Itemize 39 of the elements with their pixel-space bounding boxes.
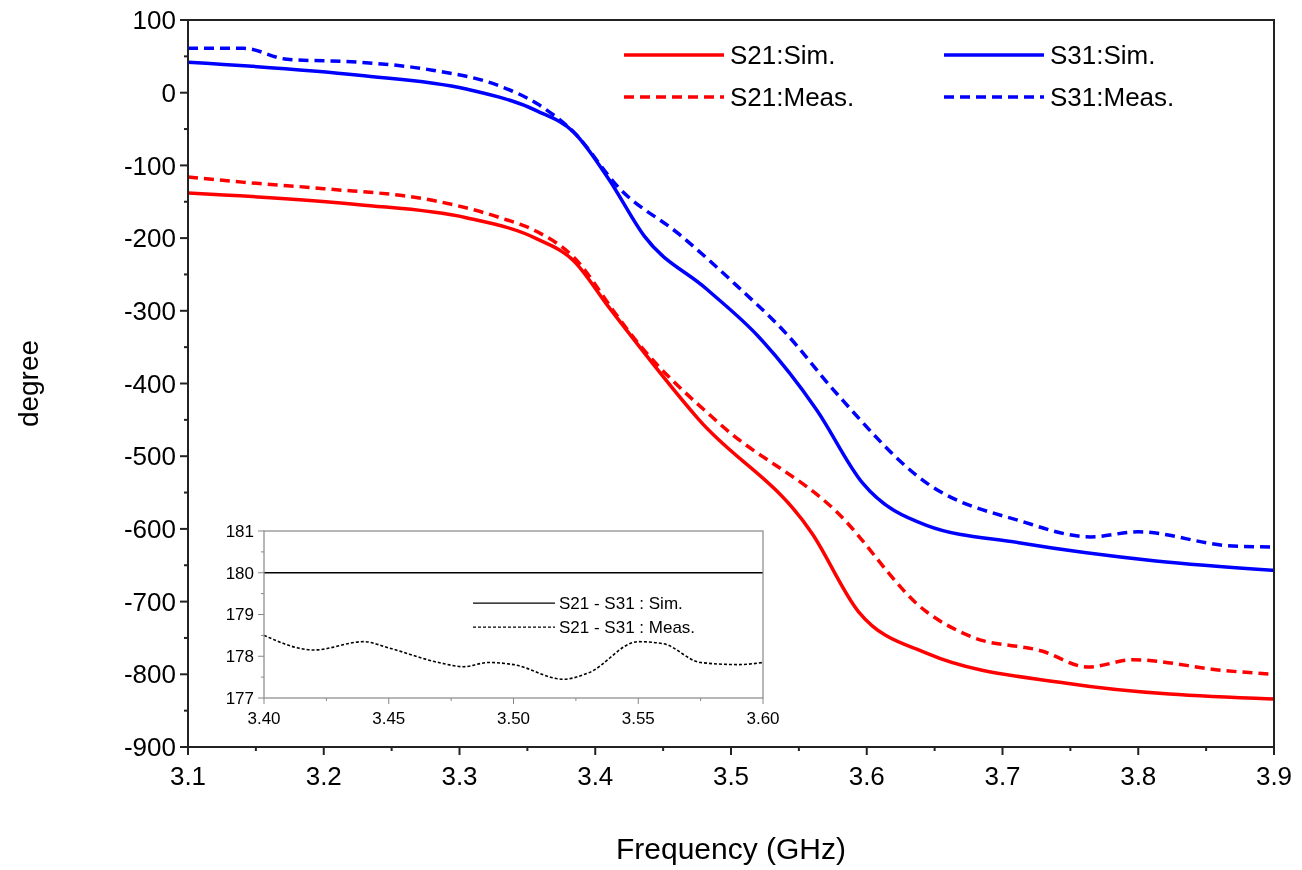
- line-series: [264, 634, 763, 681]
- x-tick-label: 3.50: [496, 709, 531, 728]
- y-tick-label: -100: [123, 150, 176, 181]
- x-tick-label: 3.4: [577, 761, 614, 791]
- y-tick-label: 0: [161, 77, 176, 108]
- y-tick-label: 177: [225, 688, 254, 708]
- y-tick-label: 100: [132, 5, 176, 36]
- x-tick-label: 3.8: [1120, 761, 1157, 791]
- x-tick-label: 3.7: [984, 761, 1021, 791]
- legend-label: S21:Meas.: [730, 82, 855, 112]
- y-tick-label: -700: [123, 586, 176, 617]
- legend-label: S21:Sim.: [730, 40, 836, 70]
- y-tick-label: -200: [123, 223, 176, 254]
- y-tick-label: -300: [123, 295, 176, 326]
- x-tick-label: 3.45: [372, 709, 406, 728]
- y-tick-label: -500: [123, 441, 176, 472]
- x-tick-label: 3.6: [848, 761, 885, 791]
- x-tick-label: 3.55: [621, 709, 655, 728]
- y-axis-title: degree: [13, 339, 44, 428]
- legend-label: S31:Meas.: [1050, 82, 1175, 112]
- x-tick-label: 3.9: [1255, 761, 1293, 791]
- legend-label: S21 - S31 : Sim.: [559, 594, 683, 614]
- x-tick-label: 3.1: [169, 761, 207, 791]
- y-tick-label: -800: [123, 659, 176, 690]
- x-axis-title: Frequency (GHz): [615, 832, 847, 865]
- x-tick-label: 3.2: [305, 761, 342, 791]
- x-tick-label: 3.60: [746, 709, 780, 728]
- y-tick-label: -400: [123, 368, 176, 399]
- y-tick-label: -900: [123, 732, 176, 763]
- y-tick-label: -600: [123, 514, 176, 544]
- y-tick-label: 178: [225, 647, 254, 667]
- y-tick-label: 181: [225, 521, 254, 541]
- legend-label: S31:Sim.: [1050, 40, 1156, 70]
- y-tick-label: 180: [225, 563, 254, 583]
- x-tick-label: 3.3: [441, 761, 478, 791]
- legend-label: S21 - S31 : Meas.: [559, 618, 696, 638]
- y-tick-label: 179: [225, 605, 254, 625]
- x-tick-label: 3.5: [712, 761, 750, 791]
- x-tick-label: 3.40: [247, 709, 281, 728]
